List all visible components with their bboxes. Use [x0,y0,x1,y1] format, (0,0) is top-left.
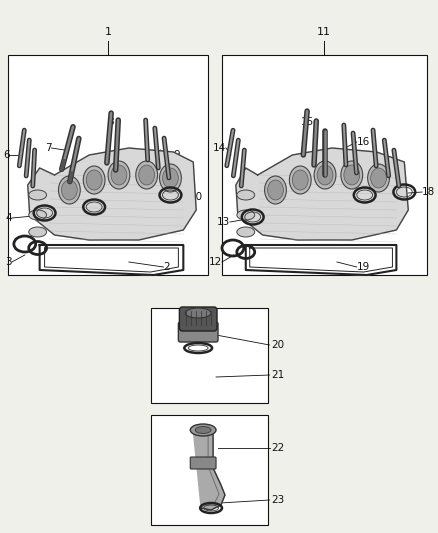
Bar [151,415,268,525]
Text: 10: 10 [190,192,203,202]
Bar [8,55,208,275]
FancyBboxPatch shape [180,307,217,331]
Bar [222,55,427,275]
Polygon shape [193,430,225,510]
Text: 3: 3 [5,257,12,267]
Text: 13: 13 [217,217,230,227]
Ellipse shape [268,180,283,200]
Ellipse shape [108,161,130,189]
Text: 9: 9 [173,150,180,160]
Text: 20: 20 [272,340,285,350]
Text: 6: 6 [3,150,10,160]
Ellipse shape [86,170,102,190]
Polygon shape [40,245,184,275]
Ellipse shape [290,166,311,194]
Text: 7: 7 [45,143,52,153]
Ellipse shape [237,210,254,220]
Ellipse shape [371,168,386,188]
Text: 4: 4 [5,213,12,223]
Ellipse shape [29,190,46,200]
Text: 21: 21 [272,370,285,380]
Ellipse shape [314,161,336,189]
Text: 19: 19 [357,262,370,272]
Ellipse shape [159,164,181,192]
Ellipse shape [139,165,155,185]
Ellipse shape [136,161,158,189]
Text: 15: 15 [300,117,314,127]
Ellipse shape [29,227,46,237]
Polygon shape [246,245,396,275]
Ellipse shape [237,227,254,237]
Ellipse shape [61,180,77,200]
Ellipse shape [292,170,308,190]
Ellipse shape [195,426,211,433]
Ellipse shape [341,161,363,189]
Text: 5: 5 [63,209,69,219]
FancyBboxPatch shape [190,457,216,469]
Ellipse shape [111,165,127,185]
Ellipse shape [190,424,216,436]
Text: 23: 23 [272,495,285,505]
Ellipse shape [344,165,360,185]
Text: 14: 14 [213,143,226,153]
Polygon shape [28,148,196,240]
Ellipse shape [29,210,46,220]
Text: 1: 1 [105,27,112,37]
Text: 16: 16 [357,137,370,147]
Ellipse shape [317,165,333,185]
Text: 18: 18 [422,187,435,197]
Text: 12: 12 [209,257,222,267]
FancyBboxPatch shape [178,322,218,342]
Text: 2: 2 [163,262,170,272]
Ellipse shape [367,164,389,192]
Ellipse shape [185,308,211,318]
Ellipse shape [237,190,254,200]
Ellipse shape [58,176,80,204]
Polygon shape [236,148,408,240]
Ellipse shape [265,176,286,204]
Ellipse shape [162,168,178,188]
Text: 8: 8 [108,117,114,127]
Ellipse shape [83,166,105,194]
Text: 11: 11 [317,27,331,37]
Bar [151,308,268,403]
Text: 17: 17 [392,193,405,203]
Text: 22: 22 [272,443,285,453]
